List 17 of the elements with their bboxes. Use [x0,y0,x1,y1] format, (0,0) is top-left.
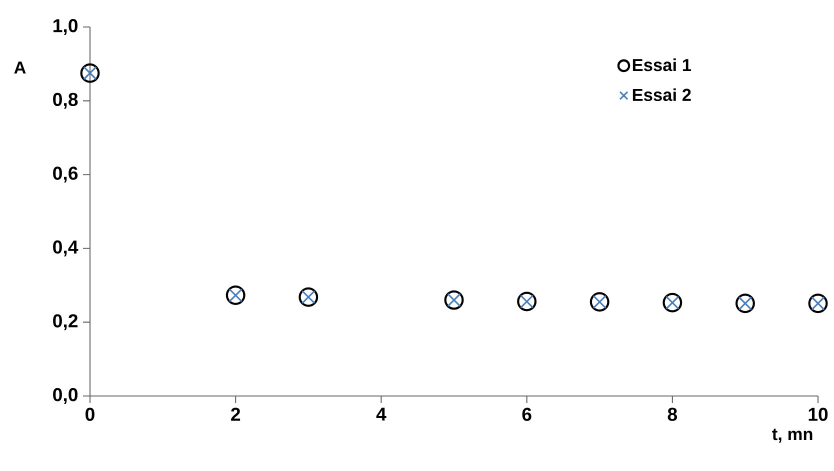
x-tick-label: 0 [86,408,94,421]
x-tick-label: 6 [522,408,532,421]
x-tick-label: 2 [231,408,240,421]
x-axis-title: t, mn [772,428,812,443]
legend-label: Essai 2 [632,88,691,102]
y-tick-label: 1,0 [54,19,78,35]
y-tick-label: 0,6 [53,166,78,183]
y-tick-label: 0,8 [53,92,78,109]
x-tick-label: 10 [808,408,828,421]
y-tick-label: 0,0 [53,388,78,404]
x-tick-label: 4 [376,408,386,421]
legend-label: Essai 1 [632,58,692,72]
y-tick-label: 0,2 [53,314,78,330]
x-tick-label: 8 [668,408,678,421]
y-axis-title: A [14,62,26,74]
y-tick-label: 0,4 [53,240,78,256]
point [226,286,246,305]
